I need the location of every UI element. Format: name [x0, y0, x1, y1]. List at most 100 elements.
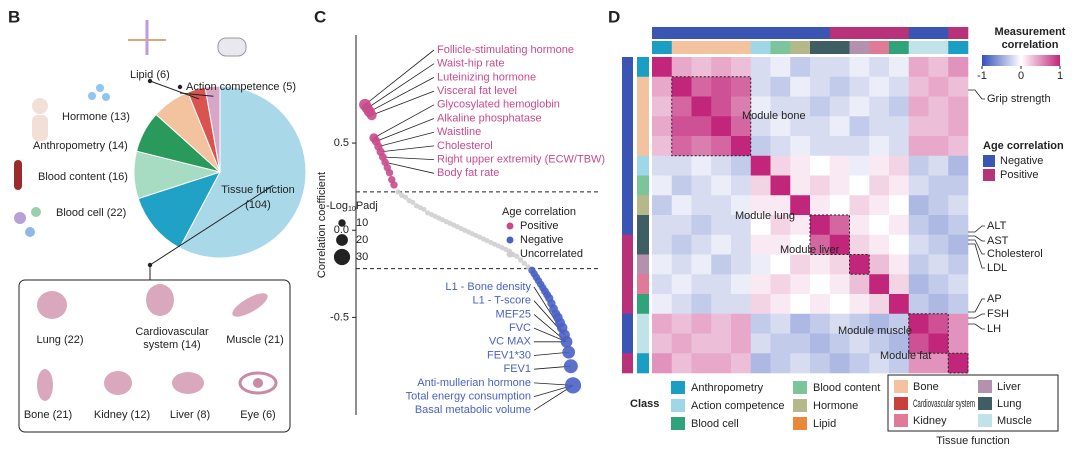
label-connector [376, 118, 435, 142]
heatmap-cell [671, 57, 692, 78]
legend-label: Kidney [913, 415, 947, 427]
heatmap-cell [928, 294, 949, 315]
tissue-label: Kidney (12) [94, 409, 150, 421]
age-bar [622, 136, 633, 157]
heatmap-cell [869, 313, 890, 334]
point [521, 260, 527, 266]
negative-label: FVC [509, 322, 531, 334]
row-label: AP [987, 293, 1002, 305]
legend-swatch [793, 381, 807, 394]
leader-line [149, 80, 200, 100]
age-bar [770, 27, 791, 39]
negative-label: Anti-mullerian hormone [417, 377, 531, 389]
legend-swatch [793, 399, 807, 412]
age-bar [622, 215, 633, 236]
label-connector [968, 235, 985, 242]
class-bar [829, 41, 850, 54]
heatmap-cell [790, 294, 811, 315]
heatmap-cell [691, 57, 712, 78]
negative-label: Basal metabolic volume [415, 404, 531, 416]
label-connector [380, 145, 435, 153]
colorbar [982, 55, 1060, 66]
heatmap-cell [869, 155, 890, 176]
heatmap-cell [652, 254, 673, 275]
heatmap-cell [908, 136, 929, 157]
y-axis-label: Correlation coefficient [316, 172, 328, 278]
legend-swatch [978, 414, 992, 427]
point [390, 181, 398, 189]
hormone-icon [102, 93, 110, 101]
heatmap-cell [889, 116, 910, 137]
age-bar [622, 76, 633, 97]
class-bar [731, 41, 752, 54]
heatmap-cell [928, 155, 949, 176]
point [385, 169, 394, 177]
negative-label: MEF25 [496, 308, 531, 320]
age-bar [622, 333, 633, 354]
heatmap-cell [770, 136, 791, 157]
heatmap-cell [711, 175, 732, 196]
label-connector [378, 131, 435, 147]
class-bar [637, 215, 649, 236]
positive-label: Visceral fat level [437, 85, 517, 97]
heatmap-cell [889, 76, 910, 97]
heatmap-cell [869, 333, 890, 354]
heatmap-cell [731, 254, 752, 275]
heatmap-cell [790, 313, 811, 334]
heatmap-cell [869, 57, 890, 78]
class-bar [869, 41, 890, 54]
text-part: 10 [348, 206, 356, 213]
age-bar [622, 313, 633, 334]
size-legend-label: 20 [356, 234, 368, 246]
legend-swatch [894, 380, 908, 393]
heatmap-cell [671, 116, 692, 137]
class-bar [790, 41, 811, 54]
heatmap-cell [711, 333, 732, 354]
module-box [671, 76, 752, 157]
legend-swatch [671, 381, 685, 394]
heatmap-cell [849, 215, 870, 236]
heatmap-cell [790, 175, 811, 196]
heatmap-cell [810, 313, 831, 334]
heatmap-cell [750, 294, 771, 315]
heatmap-cell [948, 215, 969, 236]
row-label: Cholesterol [987, 248, 1043, 260]
heatmap-cell [711, 274, 732, 295]
heatmap-cell [671, 353, 692, 374]
heatmap-cell [829, 195, 850, 216]
row-label: LH [987, 323, 1001, 335]
heatmap-cell [652, 175, 673, 196]
age-bar [622, 116, 633, 137]
heatmap-cell [691, 175, 712, 196]
heatmap-cell [671, 333, 692, 354]
legend-swatch [671, 417, 685, 430]
heatmap-cell [829, 254, 850, 275]
point [421, 206, 427, 212]
heatmap-cell [790, 136, 811, 157]
heatmap-cell [652, 215, 673, 236]
heatmap-cell [750, 116, 771, 137]
heatmap-cell [731, 215, 752, 236]
heatmap-cell [671, 76, 692, 97]
heatmap-cell [652, 155, 673, 176]
label-connector [968, 225, 985, 233]
heatmap-cell [750, 96, 771, 117]
legend-label: Muscle [997, 415, 1032, 427]
heatmap-cell [908, 116, 929, 137]
age-bar [622, 195, 633, 216]
legend-label: Blood cell [691, 418, 739, 430]
row-label: AST [987, 235, 1009, 247]
legend-swatch [894, 414, 908, 427]
heatmap-cell [829, 175, 850, 196]
heatmap-cell [691, 116, 712, 137]
legend-swatch [983, 155, 995, 167]
kidney-icon [104, 371, 132, 395]
age-bar [750, 27, 771, 39]
heatmap-cell [928, 353, 949, 374]
hormone-icon [88, 92, 96, 100]
size-legend-dot [333, 248, 351, 266]
heatmap-cell [948, 116, 969, 137]
heatmap-cell [711, 353, 732, 374]
heatmap-cell [770, 155, 791, 176]
heatmap-cell [889, 313, 910, 334]
